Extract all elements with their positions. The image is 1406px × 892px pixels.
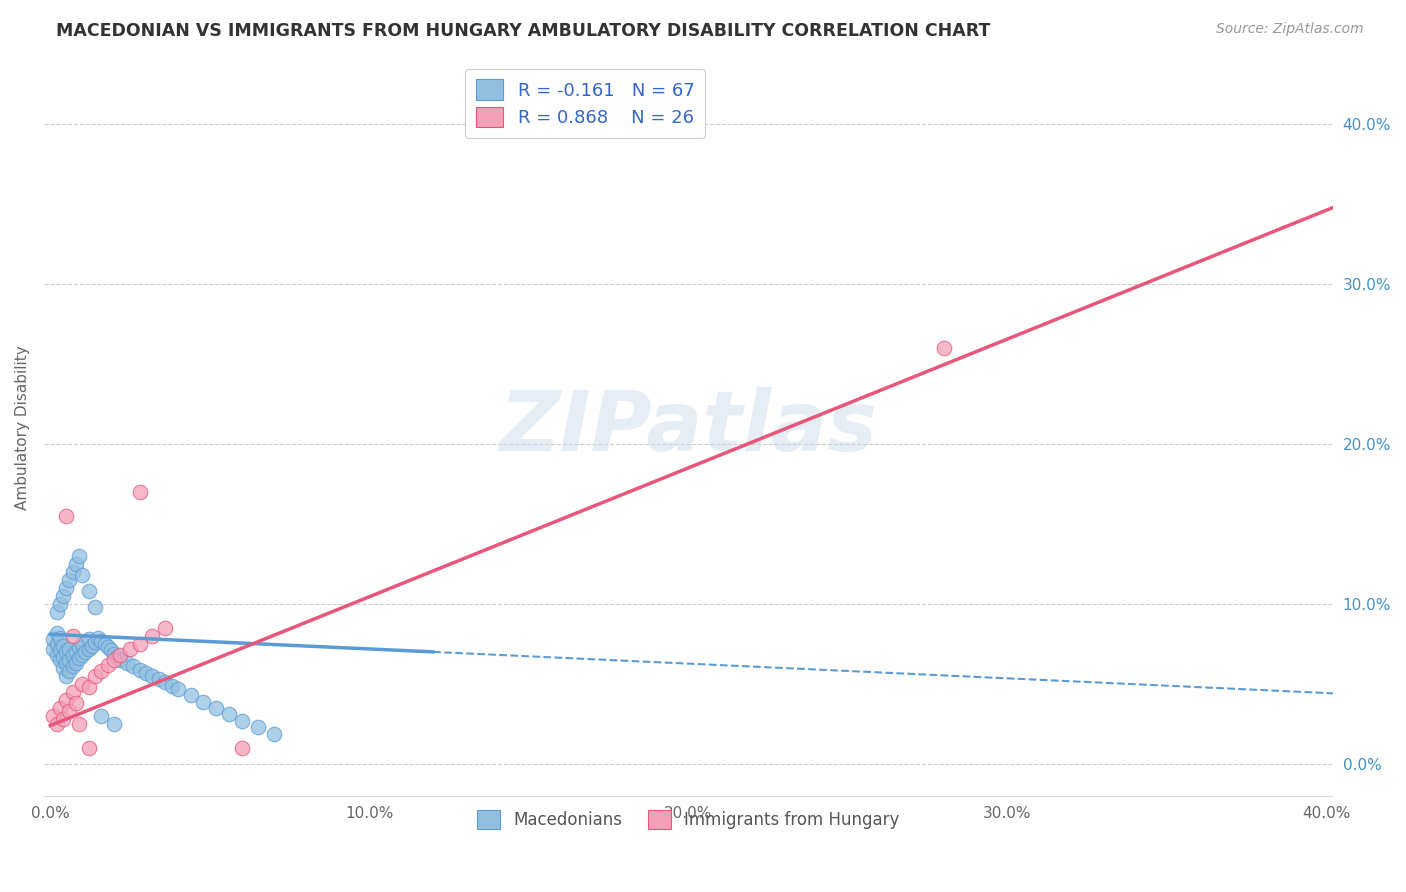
Point xyxy=(67,549,90,563)
Point xyxy=(62,629,84,643)
Point xyxy=(932,341,955,355)
Point xyxy=(205,701,228,715)
Point xyxy=(70,637,93,651)
Point xyxy=(110,648,132,663)
Point xyxy=(80,639,103,653)
Point xyxy=(55,656,77,670)
Point xyxy=(105,649,128,664)
Point xyxy=(153,675,176,690)
Point xyxy=(52,589,75,603)
Point xyxy=(231,714,253,728)
Point xyxy=(49,631,72,645)
Point xyxy=(103,653,125,667)
Point xyxy=(77,584,100,599)
Point xyxy=(180,688,202,702)
Point xyxy=(153,621,176,635)
Point xyxy=(77,641,100,656)
Point xyxy=(115,656,138,670)
Point xyxy=(49,597,72,611)
Point xyxy=(128,663,150,677)
Point xyxy=(62,685,84,699)
Y-axis label: Ambulatory Disability: Ambulatory Disability xyxy=(15,345,30,510)
Point xyxy=(49,643,72,657)
Point xyxy=(75,645,97,659)
Point xyxy=(84,635,107,649)
Point xyxy=(160,679,183,693)
Point xyxy=(52,712,75,726)
Text: ZIPatlas: ZIPatlas xyxy=(499,387,877,468)
Point xyxy=(218,707,240,722)
Point xyxy=(97,657,120,672)
Point xyxy=(58,573,80,587)
Point xyxy=(67,717,90,731)
Point xyxy=(100,643,122,657)
Point xyxy=(58,653,80,667)
Point xyxy=(90,709,112,723)
Point xyxy=(52,649,75,664)
Legend: Macedonians, Immigrants from Hungary: Macedonians, Immigrants from Hungary xyxy=(471,803,907,836)
Point xyxy=(103,717,125,731)
Point xyxy=(55,581,77,595)
Point xyxy=(49,653,72,667)
Point xyxy=(70,677,93,691)
Point xyxy=(58,664,80,678)
Point xyxy=(67,640,90,655)
Point xyxy=(141,629,163,643)
Point xyxy=(55,669,77,683)
Point xyxy=(70,648,93,663)
Point xyxy=(45,605,67,619)
Point xyxy=(103,647,125,661)
Point xyxy=(193,695,215,709)
Point xyxy=(55,508,77,523)
Text: MACEDONIAN VS IMMIGRANTS FROM HUNGARY AMBULATORY DISABILITY CORRELATION CHART: MACEDONIAN VS IMMIGRANTS FROM HUNGARY AM… xyxy=(56,22,991,40)
Point xyxy=(42,709,65,723)
Point xyxy=(52,661,75,675)
Point xyxy=(55,645,77,659)
Point xyxy=(65,696,87,710)
Point xyxy=(97,640,120,655)
Text: Source: ZipAtlas.com: Source: ZipAtlas.com xyxy=(1216,22,1364,37)
Point xyxy=(45,717,67,731)
Point xyxy=(90,633,112,648)
Point xyxy=(77,680,100,694)
Point xyxy=(42,632,65,647)
Point xyxy=(52,639,75,653)
Point xyxy=(77,741,100,756)
Point xyxy=(67,651,90,665)
Point xyxy=(263,726,285,740)
Point xyxy=(148,672,170,686)
Point xyxy=(122,659,145,673)
Point xyxy=(49,701,72,715)
Point xyxy=(167,681,190,696)
Point xyxy=(87,631,110,645)
Point xyxy=(42,641,65,656)
Point xyxy=(246,720,269,734)
Point xyxy=(128,484,150,499)
Point xyxy=(58,704,80,718)
Point xyxy=(65,557,87,571)
Point xyxy=(62,648,84,663)
Point xyxy=(128,637,150,651)
Point xyxy=(62,659,84,673)
Point xyxy=(45,637,67,651)
Point xyxy=(62,565,84,579)
Point xyxy=(65,656,87,670)
Point xyxy=(45,648,67,663)
Point xyxy=(110,653,132,667)
Point xyxy=(93,637,115,651)
Point xyxy=(90,664,112,678)
Point xyxy=(231,741,253,756)
Point xyxy=(55,693,77,707)
Point xyxy=(77,632,100,647)
Point xyxy=(65,645,87,659)
Point xyxy=(84,669,107,683)
Point xyxy=(118,641,141,656)
Point xyxy=(84,600,107,615)
Point xyxy=(70,568,93,582)
Point xyxy=(135,665,157,680)
Point xyxy=(45,625,67,640)
Point xyxy=(58,641,80,656)
Point xyxy=(141,669,163,683)
